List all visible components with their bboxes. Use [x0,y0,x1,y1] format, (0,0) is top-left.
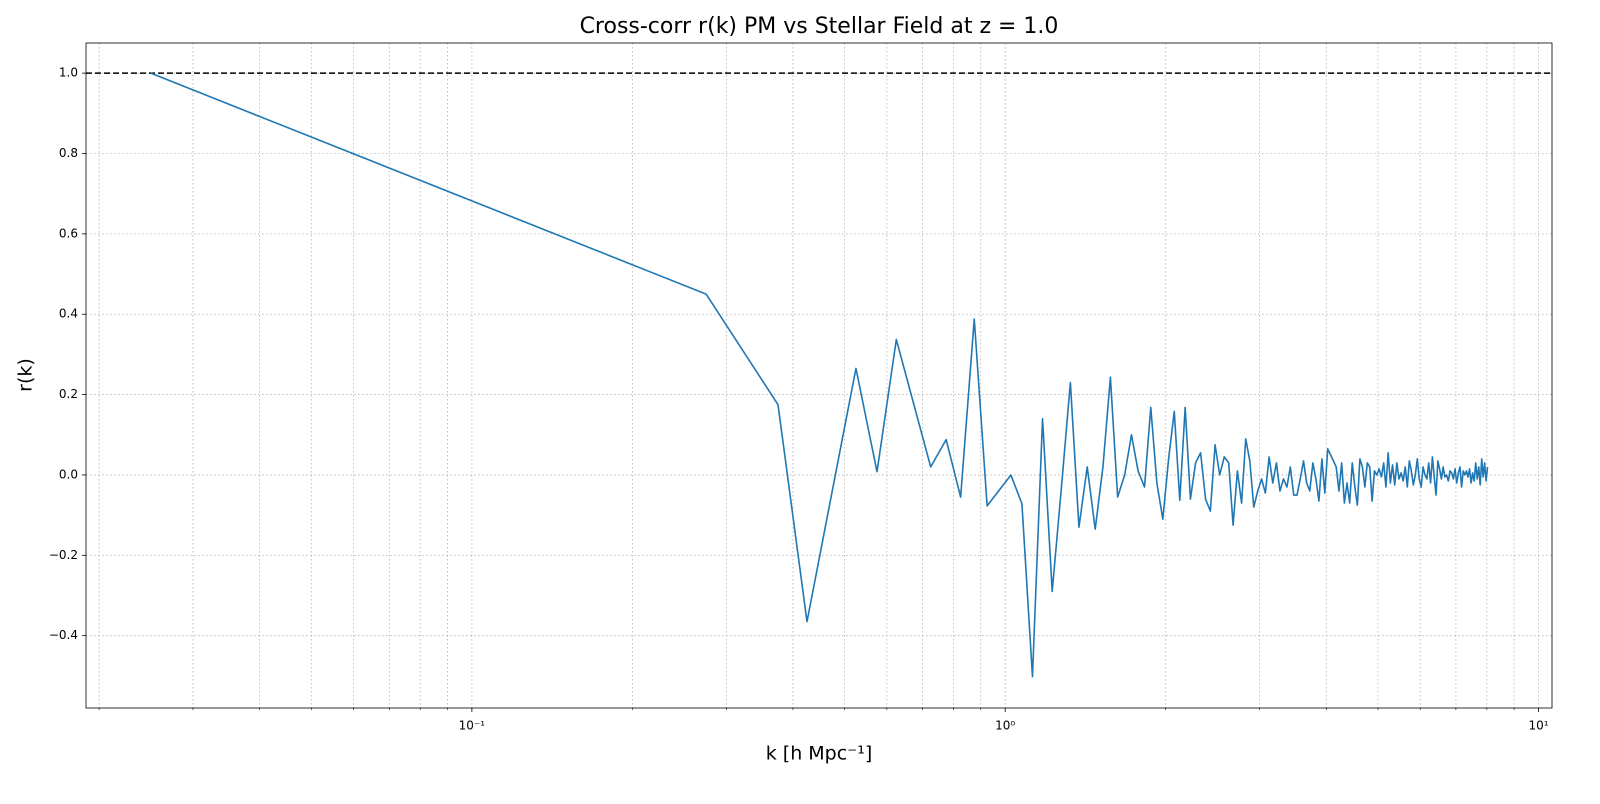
chart-title: Cross-corr r(k) PM vs Stellar Field at z… [580,14,1059,39]
y-tick-label: 0.2 [59,387,78,401]
y-tick-label: 0.8 [59,146,78,160]
x-tick-label: 10⁰ [995,719,1015,733]
x-tick-label: 10⁻¹ [459,719,486,733]
y-tick-label: −0.2 [49,548,78,562]
y-tick-label: −0.4 [49,628,78,642]
x-tick-label: 10¹ [1528,719,1548,733]
y-tick-label: 0.6 [59,226,78,240]
data-line [150,72,1489,678]
x-axis-label: k [h Mpc⁻¹] [766,743,873,765]
plot-frame [85,42,1553,709]
y-tick-label: 1.0 [59,66,78,80]
y-tick-label: 0.4 [59,307,78,321]
y-axis-label: r(k) [15,358,37,392]
y-tick-label: 0.0 [59,467,78,481]
